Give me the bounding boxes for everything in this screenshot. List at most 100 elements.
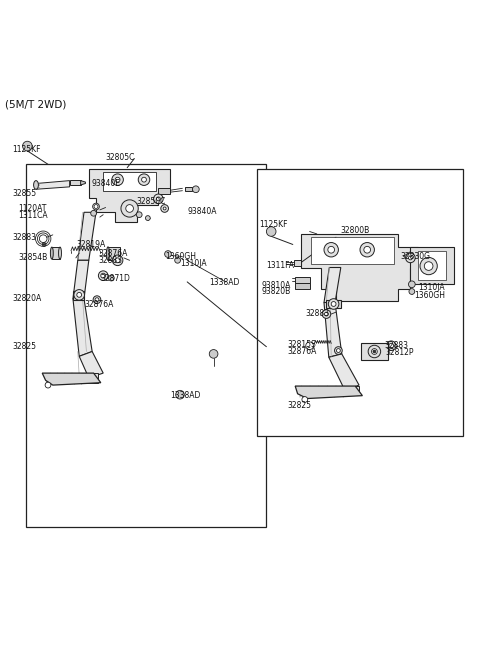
Polygon shape bbox=[329, 354, 359, 390]
Polygon shape bbox=[301, 234, 418, 301]
Circle shape bbox=[372, 348, 377, 354]
Polygon shape bbox=[311, 237, 394, 264]
Polygon shape bbox=[295, 283, 310, 289]
Circle shape bbox=[408, 281, 415, 288]
Polygon shape bbox=[79, 352, 103, 378]
Circle shape bbox=[126, 204, 133, 212]
Circle shape bbox=[145, 215, 150, 221]
Circle shape bbox=[108, 275, 114, 281]
Circle shape bbox=[91, 210, 96, 216]
Text: 93840E: 93840E bbox=[91, 179, 120, 188]
Text: 32876A: 32876A bbox=[98, 249, 128, 257]
Circle shape bbox=[77, 293, 82, 297]
Circle shape bbox=[373, 350, 376, 353]
Circle shape bbox=[156, 197, 160, 201]
Circle shape bbox=[23, 141, 32, 151]
Text: (5M/T 2WD): (5M/T 2WD) bbox=[5, 100, 66, 109]
Ellipse shape bbox=[59, 247, 61, 259]
Polygon shape bbox=[418, 251, 446, 280]
Circle shape bbox=[408, 256, 412, 260]
Circle shape bbox=[93, 296, 101, 303]
Circle shape bbox=[192, 186, 199, 193]
Circle shape bbox=[406, 253, 415, 263]
Polygon shape bbox=[103, 172, 156, 191]
Bar bbox=[257, 169, 463, 436]
Text: 32855: 32855 bbox=[12, 189, 36, 198]
Circle shape bbox=[324, 242, 338, 257]
Polygon shape bbox=[158, 188, 170, 194]
Text: 32800B: 32800B bbox=[341, 226, 370, 235]
Text: 32883: 32883 bbox=[384, 341, 408, 350]
Polygon shape bbox=[341, 386, 359, 395]
Circle shape bbox=[138, 174, 150, 185]
Text: 1125KF: 1125KF bbox=[259, 220, 288, 229]
Circle shape bbox=[331, 301, 336, 307]
Circle shape bbox=[176, 390, 184, 399]
Text: 1125KF: 1125KF bbox=[12, 145, 40, 155]
Text: 1338AD: 1338AD bbox=[170, 391, 201, 400]
Text: 32812P: 32812P bbox=[385, 348, 413, 358]
Text: 1360GH: 1360GH bbox=[166, 252, 197, 261]
Circle shape bbox=[360, 242, 374, 257]
Text: 32805C: 32805C bbox=[106, 153, 135, 162]
Circle shape bbox=[112, 174, 123, 185]
Polygon shape bbox=[52, 247, 60, 259]
Circle shape bbox=[93, 203, 99, 210]
Circle shape bbox=[409, 289, 415, 294]
Text: 32876A: 32876A bbox=[287, 347, 316, 356]
Text: 32850C: 32850C bbox=[137, 197, 166, 206]
Polygon shape bbox=[294, 260, 301, 266]
Circle shape bbox=[94, 204, 98, 208]
Ellipse shape bbox=[107, 247, 109, 260]
Circle shape bbox=[163, 207, 166, 210]
Text: 32883: 32883 bbox=[12, 233, 36, 242]
Circle shape bbox=[322, 310, 331, 318]
Bar bbox=[26, 164, 266, 527]
Circle shape bbox=[389, 343, 394, 348]
Polygon shape bbox=[81, 181, 85, 185]
Circle shape bbox=[74, 290, 84, 300]
Polygon shape bbox=[326, 299, 341, 309]
Circle shape bbox=[101, 273, 106, 278]
Circle shape bbox=[165, 251, 171, 257]
Polygon shape bbox=[70, 179, 81, 185]
Circle shape bbox=[266, 227, 276, 236]
Circle shape bbox=[45, 383, 51, 388]
Text: 93840A: 93840A bbox=[187, 207, 216, 216]
Text: 32876A: 32876A bbox=[84, 300, 113, 309]
Circle shape bbox=[98, 271, 108, 280]
Polygon shape bbox=[324, 303, 342, 357]
Circle shape bbox=[112, 255, 123, 265]
Text: 1338AD: 1338AD bbox=[209, 278, 239, 288]
Text: 1311FA: 1311FA bbox=[266, 261, 294, 270]
Text: 32825: 32825 bbox=[287, 401, 311, 410]
Circle shape bbox=[368, 345, 381, 358]
Polygon shape bbox=[410, 247, 454, 284]
Circle shape bbox=[175, 257, 180, 263]
Polygon shape bbox=[295, 386, 362, 398]
Polygon shape bbox=[78, 212, 96, 260]
Polygon shape bbox=[361, 343, 388, 360]
Text: 1310JA: 1310JA bbox=[419, 283, 445, 292]
Polygon shape bbox=[73, 299, 92, 356]
Text: 32871D: 32871D bbox=[101, 274, 131, 283]
Polygon shape bbox=[89, 169, 170, 222]
Text: 1310JA: 1310JA bbox=[180, 259, 206, 268]
Circle shape bbox=[335, 346, 342, 354]
Polygon shape bbox=[324, 267, 341, 303]
Circle shape bbox=[154, 194, 163, 204]
Text: 32883: 32883 bbox=[98, 256, 122, 265]
Text: 32815S: 32815S bbox=[287, 340, 316, 349]
Circle shape bbox=[115, 178, 120, 182]
Circle shape bbox=[209, 350, 218, 358]
Polygon shape bbox=[108, 247, 120, 260]
Polygon shape bbox=[73, 291, 84, 299]
Ellipse shape bbox=[50, 247, 53, 259]
Text: 32820A: 32820A bbox=[12, 294, 41, 303]
Circle shape bbox=[386, 341, 396, 350]
Text: 1120AT: 1120AT bbox=[18, 204, 47, 213]
Circle shape bbox=[306, 342, 313, 350]
Circle shape bbox=[121, 200, 138, 217]
Text: 32825: 32825 bbox=[12, 342, 36, 351]
Circle shape bbox=[328, 246, 335, 253]
